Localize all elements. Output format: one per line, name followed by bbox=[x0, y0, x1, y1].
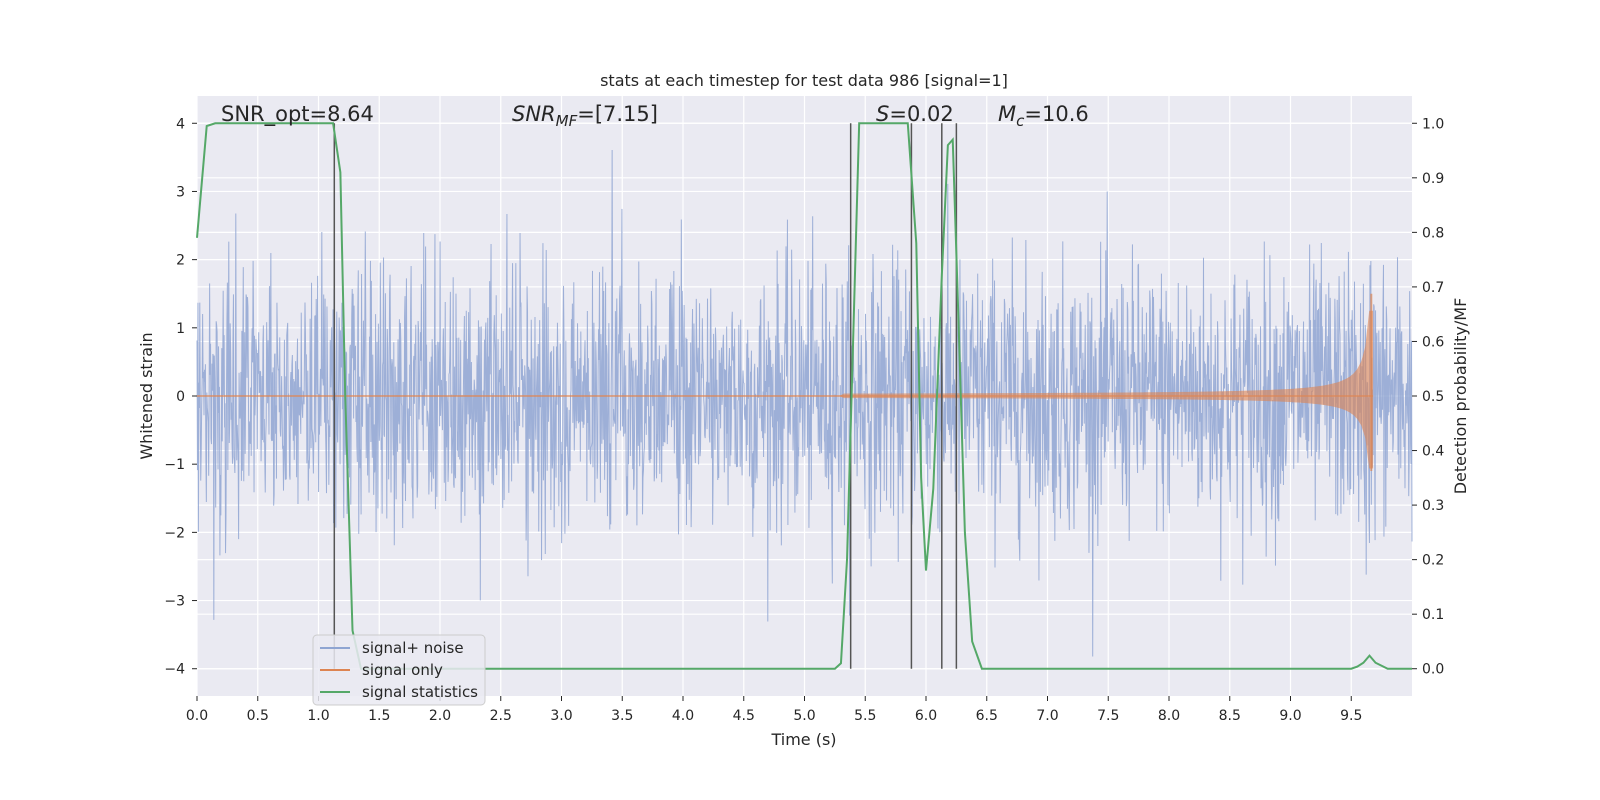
y-tick-label-left: 4 bbox=[176, 116, 185, 132]
x-tick-label: 7.5 bbox=[1097, 708, 1119, 724]
y-tick-label-left: −3 bbox=[164, 594, 185, 610]
y-tick-label-right: 0.7 bbox=[1422, 280, 1444, 296]
x-tick-label: 6.5 bbox=[976, 708, 998, 724]
x-tick-label: 4.0 bbox=[672, 708, 694, 724]
y-tick-label-right: 0.5 bbox=[1422, 389, 1444, 405]
x-tick-label: 9.0 bbox=[1279, 708, 1301, 724]
svg-text:Mc=10.6: Mc=10.6 bbox=[998, 102, 1089, 130]
y-tick-label-left: 0 bbox=[176, 389, 185, 405]
x-tick-label: 1.5 bbox=[368, 708, 390, 724]
snr-mf-annotation: SNRMF=[7.15] bbox=[512, 102, 658, 130]
legend-label-stats: signal statistics bbox=[362, 683, 478, 701]
x-tick-label: 4.5 bbox=[733, 708, 755, 724]
y-tick-label-right: 0.3 bbox=[1422, 498, 1444, 514]
snr-mf-value: =[7.15] bbox=[577, 102, 658, 126]
legend-label-signal: signal only bbox=[362, 661, 443, 679]
y-tick-label-left: 2 bbox=[176, 253, 185, 269]
x-tick-label: 8.0 bbox=[1158, 708, 1180, 724]
mc-value: =10.6 bbox=[1024, 102, 1088, 126]
noise-trace bbox=[196, 149, 1413, 657]
legend: signal+ noise signal only signal statist… bbox=[312, 634, 486, 706]
y-tick-label-right: 0.0 bbox=[1422, 662, 1444, 678]
mc-annotation: Mc=10.6 bbox=[998, 102, 1089, 130]
s-annotation: S=0.02 bbox=[876, 102, 954, 126]
x-tick-label: 9.5 bbox=[1340, 708, 1362, 724]
svg-text:SNRMF=[7.15]: SNRMF=[7.15] bbox=[512, 102, 658, 130]
x-tick-label: 7.0 bbox=[1036, 708, 1058, 724]
x-tick-label: 5.5 bbox=[854, 708, 876, 724]
signal-only-series bbox=[197, 293, 1374, 471]
x-tick-label: 5.0 bbox=[793, 708, 815, 724]
y-tick-label-right: 0.2 bbox=[1422, 553, 1444, 569]
signal-statistics-series bbox=[196, 122, 1412, 670]
x-tick-label: 1.0 bbox=[307, 708, 329, 724]
x-tick-label: 2.0 bbox=[429, 708, 451, 724]
y-tick-label-right: 0.9 bbox=[1422, 171, 1444, 187]
y-tick-label-left: −1 bbox=[164, 457, 185, 473]
y-axis-label-left: Whitened strain bbox=[137, 332, 156, 459]
snr-opt-annotation: SNR_opt=8.64 bbox=[221, 102, 374, 127]
signal-plus-noise-series bbox=[196, 149, 1413, 657]
x-tick-label: 0.0 bbox=[186, 708, 208, 724]
y-tick-label-right: 0.6 bbox=[1422, 334, 1444, 350]
y-tick-label-left: −2 bbox=[164, 525, 185, 541]
y-tick-label-right: 0.8 bbox=[1422, 225, 1444, 241]
legend-box bbox=[312, 634, 486, 706]
legend-label-noise: signal+ noise bbox=[362, 639, 464, 657]
tick-labels: 0.0 0.5 1.0 1.5 2.0 2.5 3.0 3.5 4.0 4.5 5.0 5.5 6.0 6… bbox=[164, 116, 1444, 724]
y-tick-label-right: 1.0 bbox=[1422, 116, 1444, 132]
x-axis-label: Time (s) bbox=[770, 730, 836, 749]
y-tick-label-left: 3 bbox=[176, 184, 185, 200]
y-tick-label-right: 0.4 bbox=[1422, 444, 1444, 460]
x-tick-label: 3.0 bbox=[550, 708, 572, 724]
s-value: =0.02 bbox=[889, 102, 953, 126]
x-tick-label: 8.5 bbox=[1219, 708, 1241, 724]
x-tick-label: 2.5 bbox=[490, 708, 512, 724]
y-tick-label-left: 1 bbox=[176, 321, 185, 337]
y-axis-label-right: Detection probability/MF bbox=[1451, 298, 1470, 495]
x-tick-label: 0.5 bbox=[247, 708, 269, 724]
x-tick-label: 6.0 bbox=[915, 708, 937, 724]
y-tick-label-right: 0.1 bbox=[1422, 607, 1444, 623]
svg-text:S=0.02: S=0.02 bbox=[876, 102, 954, 126]
y-tick-label-left: −4 bbox=[164, 662, 185, 678]
chart-title: stats at each timestep for test data 986… bbox=[600, 71, 1008, 90]
x-tick-label: 3.5 bbox=[611, 708, 633, 724]
stats-line bbox=[196, 122, 1412, 670]
